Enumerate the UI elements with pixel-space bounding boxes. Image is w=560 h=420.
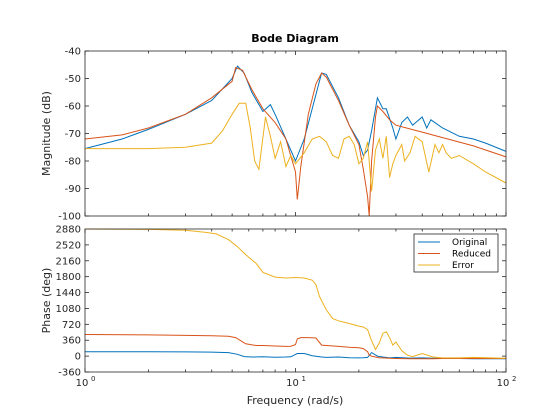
legend-label-error: Error xyxy=(452,261,474,271)
legend-label-original: Original xyxy=(452,238,487,248)
magnitude-series-error xyxy=(85,102,507,192)
phase-ytick-label: 720 xyxy=(62,320,81,331)
magnitude-frame xyxy=(84,50,507,217)
phase-ytick-label: -360 xyxy=(58,368,81,379)
magnitude-ytick-label: -50 xyxy=(65,74,81,85)
magnitude-ytick-label: -80 xyxy=(65,157,81,168)
phase-ytick-label: 1080 xyxy=(56,304,81,315)
x-axis-label: Frequency (rad/s) xyxy=(247,394,344,407)
xtick-label: 10 xyxy=(286,378,299,389)
xtick-exponent: 0 xyxy=(91,375,95,383)
magnitude-y-axis-label: Magnitude (dB) xyxy=(40,91,53,176)
magnitude-ytick-label: -60 xyxy=(65,102,81,113)
phase-series-reduced xyxy=(84,334,506,360)
phase-ytick-label: 2160 xyxy=(56,256,81,267)
phase-ytick-label: 2520 xyxy=(56,240,81,251)
phase-series-error xyxy=(84,228,507,359)
phase-ytick-label: 360 xyxy=(62,336,81,347)
phase-ytick-label: 1800 xyxy=(56,272,81,283)
phase-series-original xyxy=(84,351,506,360)
phase-frame xyxy=(84,228,507,373)
phase-ytick-label: 2880 xyxy=(56,225,81,236)
xtick-label: 10 xyxy=(76,378,89,389)
phase-y-axis-label: Phase (deg) xyxy=(40,268,53,334)
magnitude-ytick-label: -70 xyxy=(65,129,81,140)
magnitude-ytick-label: -40 xyxy=(65,47,81,58)
magnitude-ytick-label: -90 xyxy=(65,184,81,195)
magnitude-panel: -100 -90 -80 -70 -60 -50 -40 Magnitude (dB) xyxy=(40,47,507,223)
magnitude-ytick-label: -100 xyxy=(58,212,81,223)
phase-ytick-label: 1440 xyxy=(56,288,81,299)
magnitude-series-reduced xyxy=(84,66,507,217)
xtick-exponent: 2 xyxy=(512,375,516,383)
legend-label-reduced: Reduced xyxy=(452,250,491,260)
magnitude-plot-area xyxy=(85,51,506,216)
xtick-exponent: 1 xyxy=(302,375,306,383)
chart-title: Bode Diagram xyxy=(251,32,339,45)
phase-ytick-label: 0 xyxy=(75,352,81,363)
xtick-label: 10 xyxy=(497,378,510,389)
